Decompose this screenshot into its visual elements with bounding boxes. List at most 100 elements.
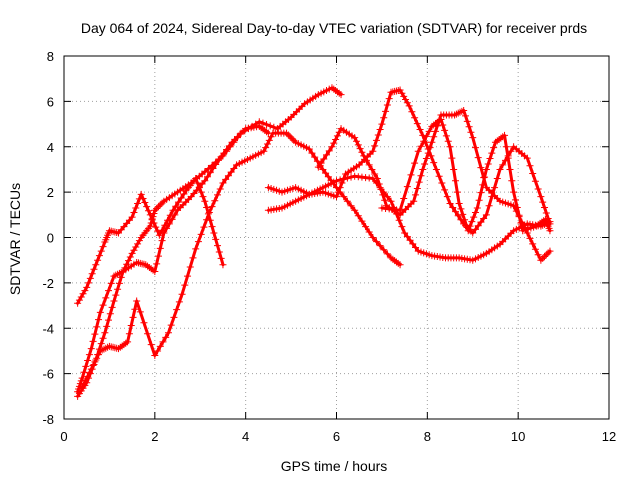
data-point: [452, 110, 460, 118]
data-point: [338, 179, 346, 187]
data-point: [204, 165, 212, 173]
grid: [64, 56, 609, 419]
data-point: [373, 175, 381, 183]
data-point: [85, 279, 93, 287]
data-point: [230, 138, 238, 146]
data-point: [378, 120, 386, 128]
data-point: [75, 296, 83, 304]
data-point: [84, 356, 92, 364]
data-point: [144, 207, 152, 215]
data-point: [149, 266, 157, 274]
data-point: [508, 177, 516, 185]
data-point: [406, 236, 414, 244]
y-axis-label: SDTVAR / TECUs: [7, 183, 23, 295]
data-point: [151, 206, 159, 214]
data-point: [430, 159, 438, 167]
data-point: [108, 303, 116, 311]
data-point: [101, 329, 109, 337]
data-point: [438, 179, 446, 187]
data-point: [172, 202, 180, 210]
x-tick-label: 12: [602, 429, 616, 444]
data-point: [148, 216, 156, 224]
data-point: [534, 251, 542, 259]
series-pass-1: [74, 175, 227, 307]
data-point: [170, 313, 178, 321]
data-point: [130, 246, 138, 254]
data-point: [333, 88, 341, 96]
data-point: [411, 159, 419, 167]
data-point: [402, 96, 410, 104]
data-point: [371, 170, 379, 178]
data-point: [118, 342, 126, 350]
data-point: [78, 383, 86, 391]
data-point: [419, 131, 427, 139]
data-point: [208, 223, 216, 231]
data-point: [151, 268, 159, 276]
data-point: [144, 330, 152, 338]
data-point: [482, 165, 490, 173]
data-point: [432, 127, 440, 135]
data-point: [93, 354, 101, 362]
data-point: [428, 122, 436, 130]
data-point: [124, 338, 132, 346]
data-point: [541, 253, 549, 261]
data-point: [526, 234, 534, 242]
data-point: [325, 147, 333, 155]
data-point: [160, 229, 168, 237]
data-point: [534, 221, 542, 229]
x-tick-label: 4: [242, 429, 249, 444]
data-point: [156, 201, 164, 209]
data-point: [490, 144, 498, 152]
data-point: [263, 140, 271, 148]
data-point: [442, 132, 450, 140]
data-point: [127, 322, 135, 330]
data-point: [114, 270, 122, 278]
data-point: [337, 91, 345, 99]
data-point: [159, 338, 167, 346]
data-point: [407, 171, 415, 179]
data-point: [335, 89, 343, 97]
x-tick-label: 10: [511, 429, 525, 444]
data-point: [122, 339, 130, 347]
data-point: [491, 138, 499, 146]
data-point: [91, 330, 99, 338]
data-point: [362, 156, 370, 164]
data-point: [135, 237, 143, 245]
data-point: [102, 294, 110, 302]
data-point: [333, 177, 340, 185]
data-point: [422, 132, 430, 140]
data-point: [270, 123, 278, 131]
data-point: [128, 213, 136, 221]
data-point: [488, 149, 496, 157]
data-point: [529, 170, 537, 178]
data-point: [233, 134, 241, 142]
y-tick-label: 6: [47, 94, 54, 109]
data-point: [136, 308, 144, 316]
data-point: [95, 252, 103, 260]
data-point: [139, 194, 147, 202]
data-point: [546, 227, 554, 235]
data-point: [391, 257, 399, 265]
data-point: [513, 204, 521, 212]
data-point: [510, 188, 518, 196]
data-point: [110, 272, 118, 280]
data-point: [171, 211, 179, 219]
data-point: [140, 319, 148, 327]
data-point: [542, 209, 550, 217]
data-point: [515, 211, 523, 219]
axis-ticks: 0 2 4 6 8 10 12 -8 -6 -4 -2 0 2 4 6 8: [42, 49, 616, 444]
data-point: [474, 154, 482, 162]
data-point: [215, 155, 223, 163]
y-tick-label: 0: [47, 231, 54, 246]
x-tick-label: 2: [151, 429, 158, 444]
data-point: [328, 143, 336, 151]
data-point: [332, 135, 340, 143]
data-point: [458, 107, 466, 115]
data-point: [120, 341, 128, 349]
data-point: [539, 198, 547, 206]
data-point: [471, 225, 479, 233]
data-point: [154, 227, 162, 235]
data-point: [192, 245, 200, 253]
data-point: [395, 216, 403, 224]
data-point: [94, 256, 102, 264]
